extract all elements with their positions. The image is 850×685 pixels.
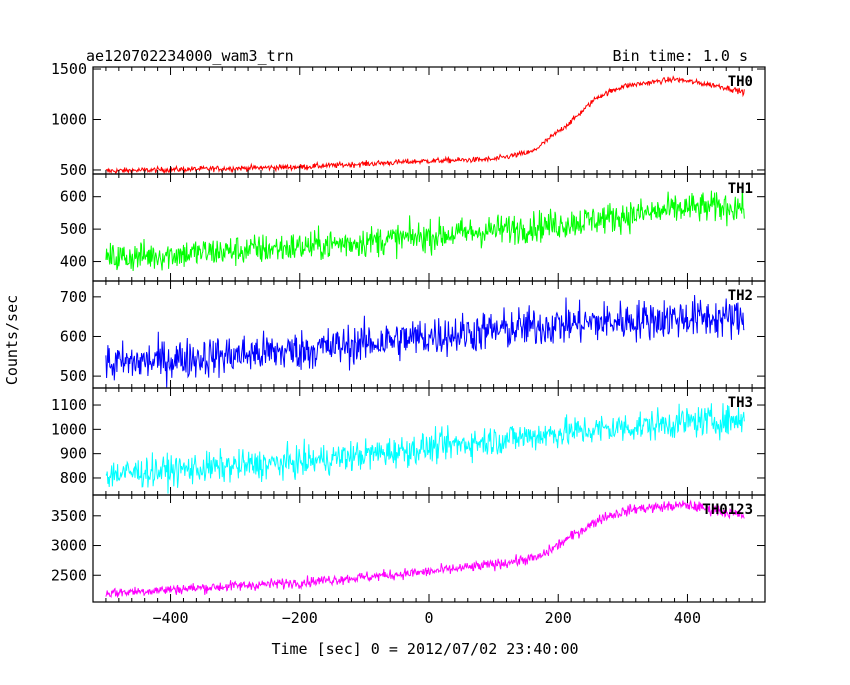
panel-th0: 500 1000 1500 TH0 [51, 60, 766, 179]
y-tick-label: 1100 [51, 396, 87, 414]
y-tick-label: 1500 [51, 60, 87, 78]
panels-group: 500 1000 1500 TH0 400 500 600 TH1 500 600 700 TH2 80… [51, 60, 766, 627]
panel-th2: 500 600 700 TH2 [60, 280, 766, 389]
y-tick-label: 600 [60, 188, 87, 206]
x-axis-label: Time [sec] 0 = 2012/07/02 23:40:00 [271, 640, 578, 658]
y-tick-label: 700 [60, 288, 87, 306]
series-line-th2 [105, 294, 745, 388]
y-axis-label: Counts/sec [3, 295, 21, 385]
y-tick-label: 1000 [51, 420, 87, 438]
y-tick-label: 3000 [51, 537, 87, 555]
x-tick-label: 200 [545, 609, 572, 627]
y-tick-label: 900 [60, 445, 87, 463]
channel-label-th1: TH1 [728, 181, 753, 197]
y-tick-label: 2500 [51, 566, 87, 584]
panel-th1: 400 500 600 TH1 [60, 173, 766, 282]
channel-label-th2: TH2 [728, 288, 753, 304]
y-tick-label: 500 [60, 367, 87, 385]
x-tick-label: −200 [282, 609, 318, 627]
x-tick-label: 0 [424, 609, 433, 627]
series-line-th0123 [105, 499, 745, 598]
series-line-th0 [105, 75, 745, 175]
chart-title: ae120702234000_wam3_trn [86, 47, 294, 65]
x-tick-label: 400 [674, 609, 701, 627]
panel-frame [92, 173, 766, 282]
channel-label-th0123: TH0123 [702, 502, 753, 518]
y-tick-label: 800 [60, 469, 87, 487]
channel-label-th3: TH3 [728, 395, 753, 411]
y-tick-label: 3500 [51, 507, 87, 525]
panel-frame [92, 66, 766, 175]
panel-th3: 800 900 1000 1100 TH3 [51, 387, 766, 496]
y-tick-label: 1000 [51, 110, 87, 128]
bin-time-label: Bin time: 1.0 s [613, 47, 748, 65]
y-tick-label: 500 [60, 161, 87, 179]
panel-th0123: 2500 3000 3500 TH0123 −400 −200 0 200 400 [51, 494, 766, 627]
series-line-th1 [105, 184, 745, 272]
channel-label-th0: TH0 [728, 74, 753, 90]
y-tick-label: 500 [60, 220, 87, 238]
series-line-th3 [105, 403, 745, 494]
x-tick-label: −400 [152, 609, 188, 627]
y-tick-label: 600 [60, 327, 87, 345]
y-tick-label: 400 [60, 253, 87, 271]
